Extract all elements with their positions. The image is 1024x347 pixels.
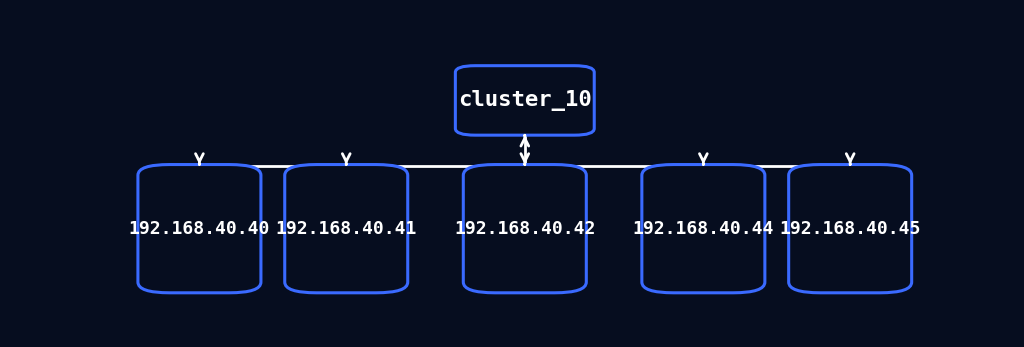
FancyBboxPatch shape [642,164,765,293]
Text: 192.168.40.41: 192.168.40.41 [275,220,417,238]
FancyBboxPatch shape [456,66,594,135]
FancyBboxPatch shape [138,164,261,293]
Text: 192.168.40.40: 192.168.40.40 [129,220,270,238]
Text: 192.168.40.44: 192.168.40.44 [633,220,774,238]
FancyBboxPatch shape [285,164,408,293]
FancyBboxPatch shape [463,164,587,293]
Text: cluster_10: cluster_10 [458,90,592,111]
FancyBboxPatch shape [788,164,911,293]
Text: 192.168.40.42: 192.168.40.42 [454,220,596,238]
Text: 192.168.40.45: 192.168.40.45 [779,220,921,238]
